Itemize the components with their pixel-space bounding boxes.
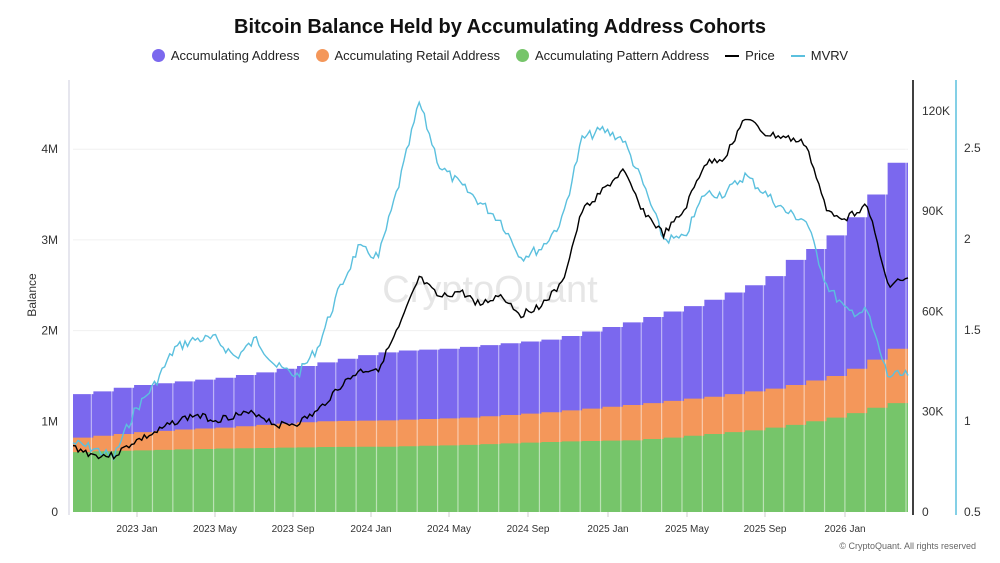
legend-swatch (151, 49, 165, 62)
legend-item-accumulating-address[interactable]: Accumulating Address (151, 48, 300, 63)
series-line-mvrv (72, 100, 909, 462)
series-line-price (72, 118, 909, 460)
y-tick-label: 0 (51, 505, 58, 519)
chart-title: Bitcoin Balance Held by Accumulating Add… (234, 16, 766, 38)
x-tick-label: 2024 May (427, 524, 471, 535)
x-tick-label: 2023 May (193, 524, 237, 535)
x-tick-label: 2025 Jan (587, 524, 628, 535)
price-tick-label: 30K (922, 405, 943, 419)
legend-label: Price (745, 48, 775, 63)
price-tick-label: 60K (922, 304, 943, 318)
y-tick-label: 2M (41, 324, 58, 338)
x-tick-label: 2025 Sep (744, 524, 787, 535)
legend-label: Accumulating Retail Address (334, 48, 500, 63)
legend-label: Accumulating Address (170, 48, 300, 63)
price-tick-label: 0 (922, 505, 929, 519)
legend-swatch (725, 54, 740, 57)
y-tick-label: 3M (41, 233, 58, 247)
mvrv-tick-label: 0.5 (964, 505, 981, 519)
y-axis-label: Balance (25, 273, 39, 317)
y-tick-label: 4M (41, 142, 58, 156)
mvrv-tick-label: 1.5 (964, 323, 981, 337)
legend-swatch (790, 54, 805, 57)
x-tick-label: 2025 May (665, 524, 709, 535)
legend-label: MVRV (810, 48, 849, 63)
legend-item-mvrv[interactable]: MVRV (790, 48, 849, 63)
copyright: © CryptoQuant. All rights reserved (839, 541, 976, 551)
legend-item-retail[interactable]: Accumulating Retail Address (315, 48, 500, 63)
y-tick-label: 1M (41, 414, 58, 428)
legend-item-pattern[interactable]: Accumulating Pattern Address (516, 48, 709, 63)
x-tick-label: 2026 Jan (824, 524, 865, 535)
legend-swatch (516, 49, 529, 62)
legend-label: Accumulating Pattern Address (535, 48, 710, 63)
legend: Accumulating Address Accumulating Retail… (0, 48, 1000, 63)
x-tick-label: 2023 Jan (116, 524, 157, 535)
legend-swatch (315, 49, 329, 62)
area-accumulating-pattern-address (73, 395, 908, 512)
legend-item-price[interactable]: Price (725, 48, 775, 63)
x-tick-label: 2023 Sep (272, 524, 315, 535)
watermark: CryptoQuant (382, 269, 598, 311)
price-tick-label: 90K (922, 204, 943, 218)
price-tick-label: 120K (922, 104, 950, 118)
mvrv-tick-label: 2.5 (964, 141, 981, 155)
x-tick-label: 2024 Jan (350, 524, 391, 535)
mvrv-tick-label: 2 (964, 232, 971, 246)
x-tick-label: 2024 Sep (507, 524, 550, 535)
mvrv-tick-label: 1 (964, 414, 971, 428)
